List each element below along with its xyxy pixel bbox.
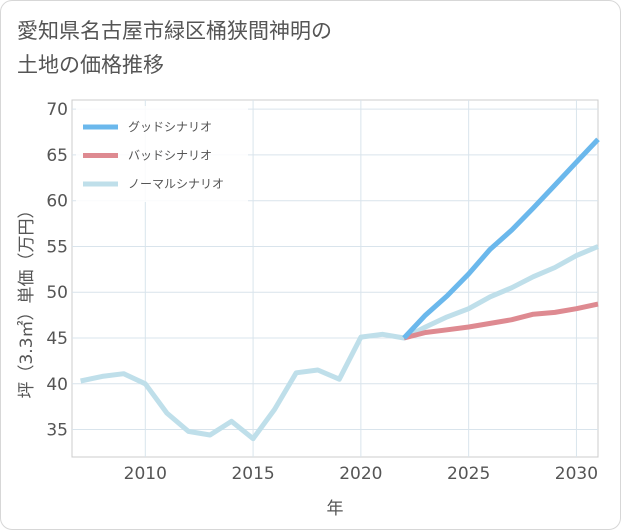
chart-title-line-2: 土地の価格推移 (17, 53, 164, 77)
x-tick-label: 2020 (339, 464, 382, 484)
series-line (403, 301, 599, 341)
y-tick-label: 60 (46, 192, 68, 212)
y-tick-label: 35 (46, 421, 68, 441)
x-tick-label: 2015 (231, 464, 274, 484)
x-axis-title: 年 (327, 499, 344, 519)
y-axis-title: 坪（3.3㎡）単価（万円） (17, 201, 37, 398)
x-tick-label: 2025 (447, 464, 490, 484)
x-tick-label: 2030 (555, 464, 598, 484)
axis-tick-labels: 35 40 45 50 55 60 65 70 2010 2015 2020 2025 2030 (46, 100, 598, 484)
series-line (80, 244, 599, 442)
legend-label: バッドシナリオ (128, 149, 212, 163)
y-tick-label: 50 (46, 283, 68, 303)
chart-title-line-1: 愛知県名古屋市緑区桶狭間神明の (17, 19, 332, 43)
series-line (402, 137, 600, 340)
chart-title: 愛知県名古屋市緑区桶狭間神明の 土地の価格推移 (17, 14, 332, 82)
y-tick-label: 55 (46, 237, 68, 257)
series-lines (80, 137, 600, 442)
legend-label: グッドシナリオ (128, 120, 212, 134)
x-tick-label: 2010 (124, 464, 167, 484)
y-tick-label: 65 (46, 146, 68, 166)
y-tick-label: 70 (46, 100, 68, 120)
y-tick-label: 45 (46, 329, 68, 349)
legend-label: ノーマルシナリオ (128, 177, 224, 191)
y-tick-label: 40 (46, 375, 68, 395)
